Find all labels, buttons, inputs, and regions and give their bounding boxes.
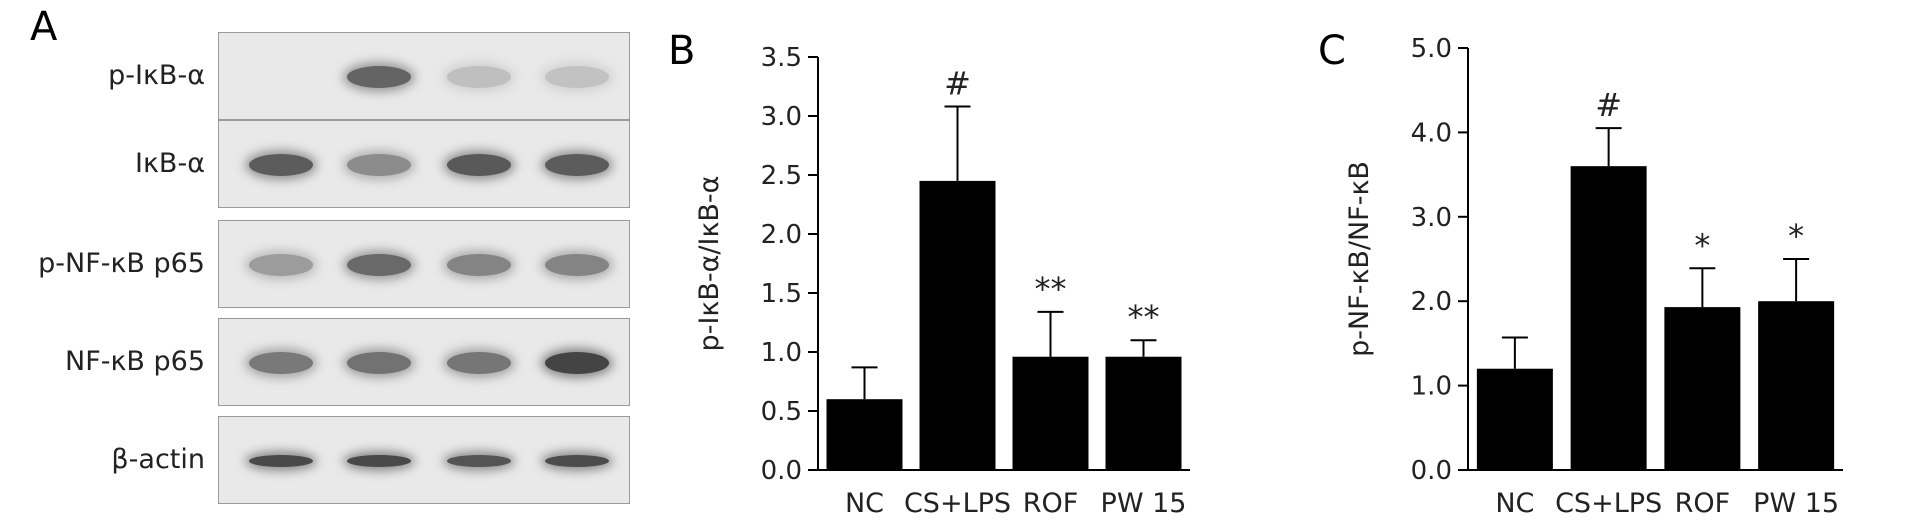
blot-band	[545, 352, 609, 374]
blot-strip	[218, 120, 630, 208]
blot-band	[545, 455, 609, 467]
blot-strip	[218, 220, 630, 308]
panel-c-letter: C	[1318, 28, 1346, 74]
y-tick-label: 5.0	[1411, 34, 1452, 64]
blot-label: NF-κB p65	[65, 346, 205, 377]
blot-strip	[218, 32, 630, 120]
blot-band	[347, 254, 411, 276]
x-tick-label: NC	[1495, 488, 1534, 519]
x-tick-label: PW 15	[1101, 488, 1187, 519]
blot-band	[347, 66, 411, 88]
bar	[919, 180, 996, 470]
bar	[1105, 356, 1182, 470]
y-tick-label: 1.5	[761, 279, 802, 309]
y-axis-label: p-IκB-α/IκB-α	[694, 176, 725, 352]
panel-a-letter: A	[30, 4, 58, 50]
blot-label: p-NF-κB p65	[38, 248, 205, 279]
bar	[1476, 368, 1553, 470]
y-tick-label: 1.0	[761, 338, 802, 368]
blot-band	[347, 352, 411, 374]
x-tick-label: CS+LPS	[904, 488, 1011, 519]
y-tick-label: 2.0	[761, 220, 802, 250]
blot-label: IκB-α	[135, 148, 205, 179]
blot-label: β-actin	[111, 444, 205, 475]
blot-band	[347, 455, 411, 467]
significance-marker: **	[1035, 270, 1067, 308]
y-tick-label: 3.0	[1411, 203, 1452, 233]
significance-marker: #	[944, 65, 971, 103]
significance-marker: **	[1128, 298, 1160, 336]
y-tick-label: 3.0	[761, 102, 802, 132]
blot-band	[249, 254, 313, 276]
significance-marker: *	[1694, 226, 1710, 264]
blot-strip	[218, 416, 630, 504]
y-axis-label: p-NF-κB/NF-κB	[1344, 161, 1375, 357]
blot-band	[447, 352, 511, 374]
blot-band	[545, 66, 609, 88]
bar	[1758, 301, 1835, 470]
x-tick-label: NC	[845, 488, 884, 519]
x-tick-label: CS+LPS	[1555, 488, 1662, 519]
blot-band	[249, 154, 313, 176]
panel-b-letter: B	[668, 28, 696, 74]
blot-label: p-IκB-α	[108, 60, 205, 91]
blot-band	[545, 154, 609, 176]
x-tick-label: ROF	[1023, 488, 1079, 519]
bar	[826, 399, 903, 470]
y-tick-label: 2.5	[761, 161, 802, 191]
blot-band	[249, 352, 313, 374]
significance-marker: #	[1595, 86, 1622, 124]
blot-band	[447, 66, 511, 88]
blot-band	[347, 154, 411, 176]
bar	[1664, 307, 1741, 470]
y-tick-label: 0.0	[1411, 456, 1452, 486]
blot-band	[447, 455, 511, 467]
blot-band	[545, 254, 609, 276]
bar	[1570, 166, 1647, 470]
y-tick-label: 3.5	[761, 43, 802, 73]
blot-band	[447, 154, 511, 176]
y-tick-label: 4.0	[1411, 118, 1452, 148]
bar	[1012, 356, 1089, 470]
y-tick-label: 2.0	[1411, 287, 1452, 317]
x-tick-label: ROF	[1675, 488, 1731, 519]
x-tick-label: PW 15	[1753, 488, 1839, 519]
significance-marker: *	[1788, 217, 1804, 255]
blot-band	[447, 254, 511, 276]
y-tick-label: 0.0	[761, 456, 802, 486]
blot-strip	[218, 318, 630, 406]
blot-band	[249, 455, 313, 467]
y-tick-label: 0.5	[761, 397, 802, 427]
y-tick-label: 1.0	[1411, 372, 1452, 402]
